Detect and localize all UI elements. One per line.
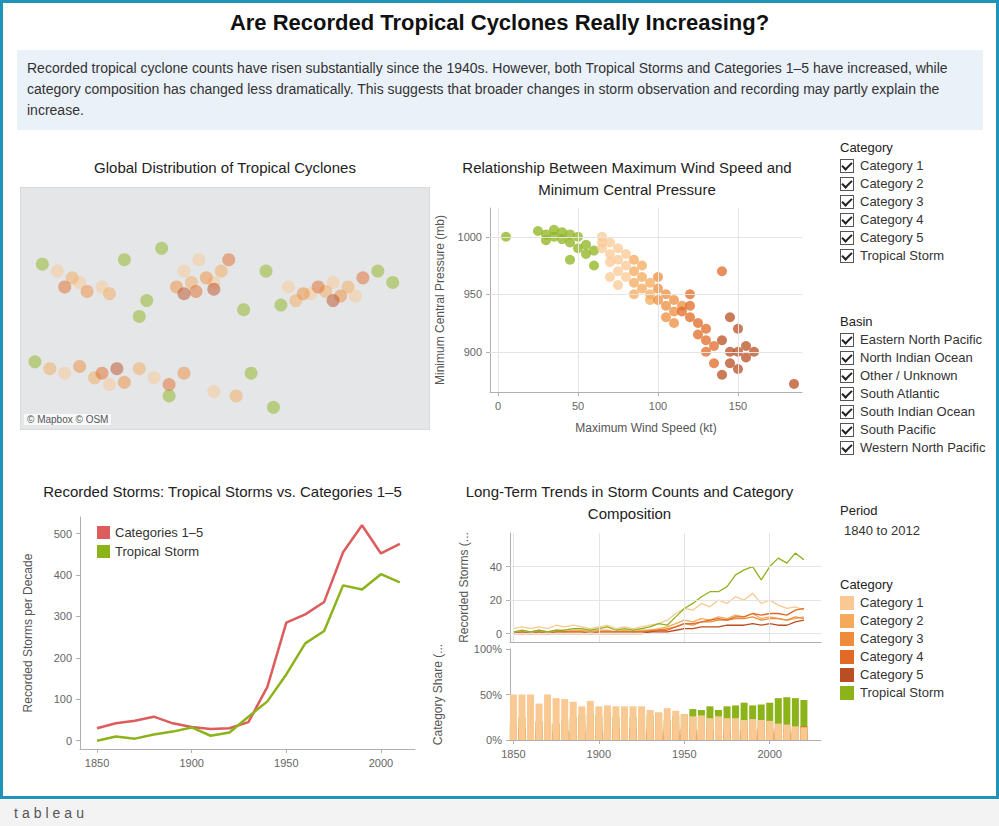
- svg-text:200: 200: [54, 652, 72, 664]
- html-text:Tropical Storm: Tropical Storm: [860, 685, 944, 700]
- svg-text:1950: 1950: [274, 757, 298, 769]
- svg-text:900: 900: [464, 346, 482, 358]
- svg-text:500: 500: [54, 528, 72, 540]
- svg-text:100: 100: [54, 693, 72, 705]
- svg-text:Maximum Wind Speed (kt): Maximum Wind Speed (kt): [575, 421, 716, 435]
- html-text:Global Distribution of Tropica: Global Distribution of Tropical Cyclones: [94, 159, 356, 176]
- html-text:Are Recorded Tropical Cyclones: Are Recorded Tropical Cyclones Really In…: [229, 10, 770, 35]
- svg-text:20: 20: [490, 594, 502, 606]
- html-text:tableau: tableau: [14, 805, 88, 821]
- svg-text:1950: 1950: [672, 748, 696, 760]
- svg-text:1900: 1900: [587, 748, 611, 760]
- html-text:© Mapbox © OSM: © Mapbox © OSM: [27, 414, 109, 425]
- svg-text:0: 0: [66, 735, 72, 747]
- svg-text:300: 300: [54, 610, 72, 622]
- svg-text:100%: 100%: [474, 643, 502, 655]
- svg-text:100: 100: [649, 400, 667, 412]
- svg-text:Tropical Storm: Tropical Storm: [115, 544, 199, 559]
- html-text:Western North Pacific: Western North Pacific: [860, 440, 986, 455]
- html-text:North Indian Ocean: North Indian Ocean: [860, 350, 973, 365]
- html-text:South Atlantic: South Atlantic: [860, 386, 940, 401]
- svg-text:1850: 1850: [85, 757, 109, 769]
- html-text:Category 1: Category 1: [860, 158, 924, 173]
- html-text:Other / Unknown: Other / Unknown: [860, 368, 958, 383]
- html-text:South Indian Ocean: South Indian Ocean: [860, 404, 975, 419]
- svg-text:400: 400: [54, 569, 72, 581]
- svg-text:Recorded Storms per Decade: Recorded Storms per Decade: [21, 553, 35, 712]
- svg-text:Categories 1–5: Categories 1–5: [115, 525, 203, 540]
- html-text:Category 2: Category 2: [860, 176, 924, 191]
- html-text:Period: Period: [840, 503, 878, 518]
- svg-text:2000: 2000: [369, 757, 393, 769]
- svg-text:1850: 1850: [501, 748, 525, 760]
- svg-text:0%: 0%: [486, 734, 502, 746]
- html-text:Category 1: Category 1: [860, 595, 924, 610]
- svg-text:40: 40: [490, 561, 502, 573]
- svg-text:Category Share (...: Category Share (...: [432, 644, 445, 745]
- svg-text:0: 0: [496, 628, 502, 640]
- html-text:Category 5: Category 5: [860, 230, 924, 245]
- svg-text:Recorded Storms (...: Recorded Storms (...: [457, 532, 471, 643]
- html-text:Category: Category: [840, 140, 893, 155]
- svg-text:150: 150: [729, 400, 747, 412]
- html-text:Long-Term Trends in Storm Coun: Long-Term Trends in Storm Counts and Cat…: [465, 483, 794, 522]
- svg-text:1900: 1900: [179, 757, 203, 769]
- html-text:Eastern North Pacific: Eastern North Pacific: [860, 332, 983, 347]
- html-text:South Pacific: South Pacific: [860, 422, 936, 437]
- svg-text:2000: 2000: [757, 748, 781, 760]
- html-text:Category 5: Category 5: [860, 667, 924, 682]
- html-text:Category 3: Category 3: [860, 631, 924, 646]
- html-text:Relationship Between Maximum W: Relationship Between Maximum Wind Speed …: [462, 159, 792, 198]
- svg-text:1000: 1000: [458, 231, 482, 243]
- html-text:1840 to 2012: 1840 to 2012: [844, 523, 920, 538]
- svg-text:50: 50: [572, 400, 584, 412]
- html-text:Basin: Basin: [840, 314, 873, 329]
- svg-text:Minimum Central Pressure (mb): Minimum Central Pressure (mb): [433, 215, 447, 385]
- html-text:Tropical Storm: Tropical Storm: [860, 248, 944, 263]
- html-text:Category 3: Category 3: [860, 194, 924, 209]
- html-text:Recorded tropical cyclone coun: Recorded tropical cyclone counts have ri…: [27, 60, 948, 118]
- html-text:Category: Category: [840, 577, 893, 592]
- html-text:Category 4: Category 4: [860, 649, 924, 664]
- svg-text:50%: 50%: [480, 689, 502, 701]
- svg-text:950: 950: [464, 288, 482, 300]
- svg-text:0: 0: [495, 400, 501, 412]
- html-text:Category 4: Category 4: [860, 212, 924, 227]
- html-text:Recorded Storms: Tropical Stor: Recorded Storms: Tropical Storms vs. Cat…: [43, 483, 402, 500]
- html-text:Category 2: Category 2: [860, 613, 924, 628]
